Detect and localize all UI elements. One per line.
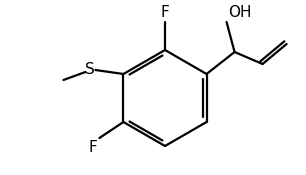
Text: OH: OH	[229, 5, 252, 20]
Text: F: F	[161, 5, 170, 20]
Text: S: S	[85, 62, 95, 78]
Text: F: F	[89, 140, 97, 155]
